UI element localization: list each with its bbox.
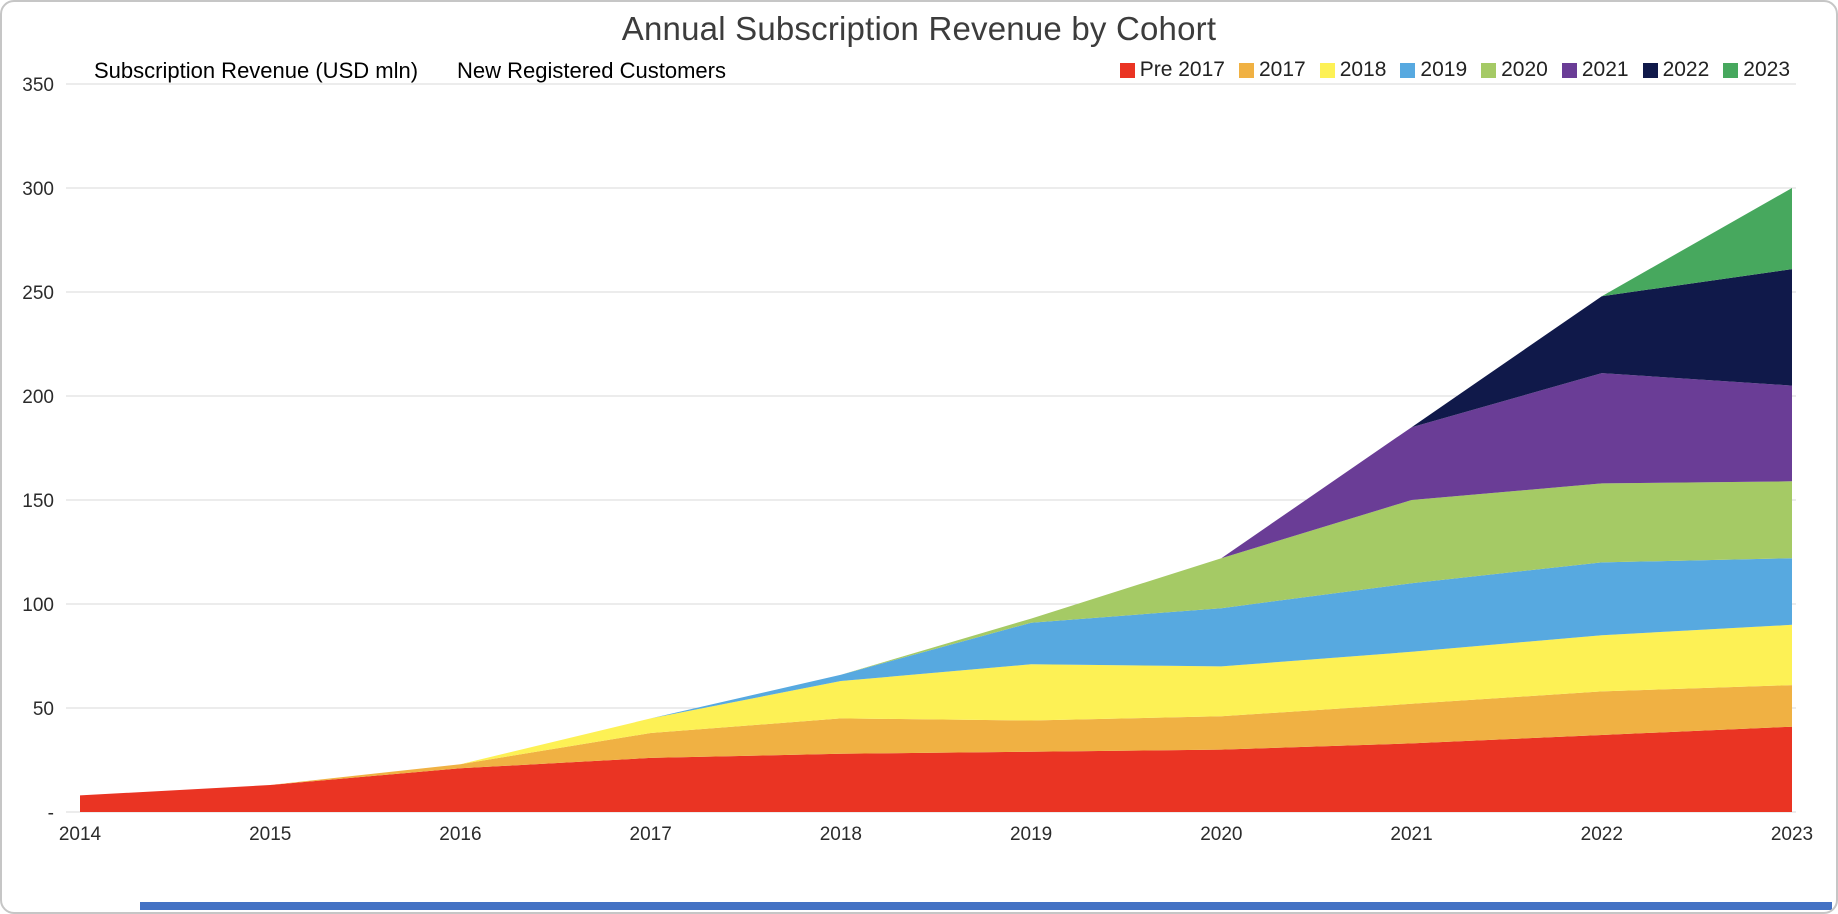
legend-label: 2021 [1581, 58, 1629, 81]
y-tick-label: 200 [22, 387, 54, 408]
legend-item: 2017 [1238, 58, 1306, 82]
legend-label: Pre 2017 [1139, 58, 1225, 81]
x-tick-label: 2015 [249, 824, 291, 845]
x-tick-label: 2019 [1010, 824, 1052, 845]
legend: Pre 2017 2017 2018 2019 2020 2021 2022 2023 [1119, 58, 1790, 82]
x-tick-label: 2020 [1200, 824, 1242, 845]
x-tick-label: 2016 [439, 824, 481, 845]
legend-swatch [1119, 62, 1135, 78]
legend-swatch [1400, 62, 1416, 78]
legend-label: 2017 [1258, 58, 1306, 81]
y-tick-label: - [48, 803, 54, 824]
area-series-2019 [80, 558, 1792, 796]
legend-item: Pre 2017 [1119, 58, 1225, 82]
legend-label: 2019 [1420, 58, 1468, 81]
x-tick-label: 2023 [1771, 824, 1813, 845]
chart-title: Annual Subscription Revenue by Cohort [621, 10, 1217, 47]
x-tick-label: 2021 [1390, 824, 1432, 845]
y-tick-label: 300 [22, 179, 54, 200]
legend-item: 2023 [1723, 58, 1790, 82]
y-tick-label: 150 [22, 491, 54, 512]
area-series-2020 [80, 481, 1792, 796]
y-tick-label: 350 [22, 75, 54, 96]
legend-swatch [1561, 62, 1577, 78]
legend-swatch [1642, 62, 1658, 78]
legend-item: 2019 [1400, 58, 1467, 82]
legend-label: 2023 [1743, 58, 1790, 81]
y-tick-label: 50 [33, 699, 54, 720]
x-tick-label: 2022 [1581, 824, 1623, 845]
legend-item: 2021 [1561, 58, 1629, 82]
x-tick-label: 2017 [630, 824, 672, 845]
area-series-2018 [80, 624, 1792, 796]
area-series-2017 [80, 685, 1792, 796]
bottom-partial-bar [140, 902, 1832, 910]
x-tick-label: 2014 [59, 824, 102, 845]
x-tick-label: 2018 [820, 824, 862, 845]
legend-swatch [1319, 62, 1335, 78]
area-series-pre-2017 [80, 726, 1792, 812]
legend-item: 2020 [1481, 58, 1548, 82]
legend-swatch [1481, 62, 1497, 78]
legend-label: 2022 [1662, 58, 1710, 81]
y-tick-label: 100 [22, 595, 54, 616]
legend-label: 2018 [1339, 58, 1387, 81]
legend-swatch [1238, 62, 1254, 78]
legend-item: 2018 [1319, 58, 1387, 82]
y-tick-label: 250 [22, 283, 54, 304]
area-series-2021 [80, 373, 1792, 796]
legend-label: 2020 [1501, 58, 1548, 81]
legend-item: 2022 [1642, 58, 1710, 82]
legend-swatch [1723, 62, 1739, 78]
area-series-2022 [80, 269, 1792, 796]
primary-axis-title: Subscription Revenue (USD mln) [94, 58, 419, 83]
secondary-axis-title: New Registered Customers [457, 58, 726, 83]
